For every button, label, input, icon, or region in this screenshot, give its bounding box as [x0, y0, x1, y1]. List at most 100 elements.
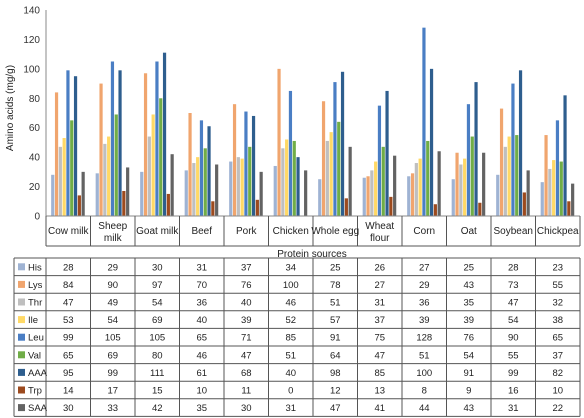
table-value: 29: [107, 262, 118, 273]
table-value: 128: [416, 333, 432, 344]
table-value: 80: [152, 350, 163, 361]
table-value: 37: [374, 315, 385, 326]
table-value: 0: [288, 386, 293, 397]
bar-val: [470, 136, 474, 216]
bar-aaa: [296, 157, 300, 216]
table-value: 100: [416, 368, 432, 379]
bar-lys: [321, 101, 326, 216]
bar-val: [337, 121, 341, 216]
table-value: 40: [285, 368, 296, 379]
y-tick-label: 120: [23, 35, 40, 46]
legend-swatch: [18, 316, 25, 324]
category-label: Sheep milk: [98, 221, 127, 244]
bar-his: [496, 174, 500, 216]
bar-saa: [348, 146, 352, 216]
bar-aaa: [162, 52, 167, 216]
legend-swatch: [18, 386, 25, 394]
table-value: 39: [241, 315, 252, 326]
table-value: 91: [330, 333, 341, 344]
bar-saa: [170, 154, 174, 216]
table-value: 52: [285, 315, 296, 326]
category-label: Chickpea: [537, 226, 579, 237]
table-value: 51: [330, 298, 341, 309]
table-value: 37: [241, 262, 252, 273]
table-value: 14: [63, 386, 74, 397]
bar-lys: [366, 176, 370, 216]
table-value: 111: [150, 368, 164, 379]
bar-val: [515, 135, 519, 216]
table-value: 22: [552, 403, 563, 414]
table-value: 47: [508, 298, 519, 309]
table-value: 39: [463, 315, 474, 326]
legend-label: Thr: [28, 298, 42, 309]
bar-thr: [147, 136, 151, 216]
bar-thr: [325, 140, 329, 216]
table-value: 40: [196, 315, 207, 326]
table-value: 29: [419, 280, 430, 291]
bar-saa: [215, 164, 219, 216]
bar-his: [318, 179, 322, 216]
table-value: 90: [107, 280, 118, 291]
legend-label: Trp: [28, 386, 42, 397]
bar-leu: [377, 105, 382, 216]
table-value: 54: [508, 315, 519, 326]
table-value: 25: [330, 262, 341, 273]
bar-his: [140, 171, 144, 216]
bar-his: [540, 182, 544, 216]
table-value: 47: [374, 350, 385, 361]
table-value: 8: [422, 386, 427, 397]
category-label: Cow milk: [48, 226, 90, 237]
bar-aaa: [73, 76, 78, 216]
bar-ile: [196, 157, 200, 216]
table-value: 16: [508, 386, 519, 397]
table-value: 99: [107, 368, 118, 379]
bar-val: [70, 120, 74, 216]
bar-trp: [211, 201, 215, 216]
category-label: Corn: [413, 226, 435, 237]
bar-ile: [62, 138, 66, 216]
legend-label: SAA: [28, 403, 48, 414]
table-value: 105: [149, 333, 165, 344]
table-value: 98: [330, 368, 341, 379]
legend-label: Val: [28, 350, 41, 361]
y-axis-title: Amino acids (mg/g): [5, 65, 16, 151]
bar-area: [46, 27, 580, 217]
table-value: 75: [374, 333, 385, 344]
table-value: 43: [463, 403, 474, 414]
table-value: 38: [552, 315, 563, 326]
bar-saa: [81, 171, 85, 216]
table-value: 64: [330, 350, 341, 361]
bar-leu: [422, 27, 426, 217]
bar-trp: [567, 201, 571, 216]
bar-ile: [285, 139, 289, 216]
bar-leu: [511, 83, 515, 216]
table-value: 53: [63, 315, 74, 326]
bar-saa: [482, 152, 486, 216]
y-tick-label: 40: [29, 153, 41, 164]
category-label: Chicken: [273, 226, 309, 237]
bar-saa: [126, 167, 130, 216]
table-value: 46: [285, 298, 296, 309]
bar-ile: [507, 136, 511, 216]
table-value: 32: [552, 298, 563, 309]
bar-ile: [374, 161, 378, 216]
category-label: Beef: [191, 226, 212, 237]
table-value: 51: [285, 350, 296, 361]
table-value: 95: [63, 368, 74, 379]
table-value: 100: [283, 280, 299, 291]
bar-his: [229, 161, 233, 216]
bar-trp: [522, 192, 526, 216]
bar-lys: [410, 173, 415, 216]
table-value: 85: [374, 368, 385, 379]
bar-trp: [389, 196, 393, 216]
bar-trp: [433, 204, 437, 216]
category-label: Pork: [236, 226, 258, 237]
table-value: 55: [552, 280, 563, 291]
table-value: 78: [330, 280, 341, 291]
bar-saa: [259, 171, 263, 216]
bar-leu: [333, 82, 337, 216]
bar-aaa: [563, 95, 567, 216]
y-tick-label: 80: [29, 94, 41, 105]
table-value: 12: [330, 386, 341, 397]
table-value: 10: [196, 386, 207, 397]
